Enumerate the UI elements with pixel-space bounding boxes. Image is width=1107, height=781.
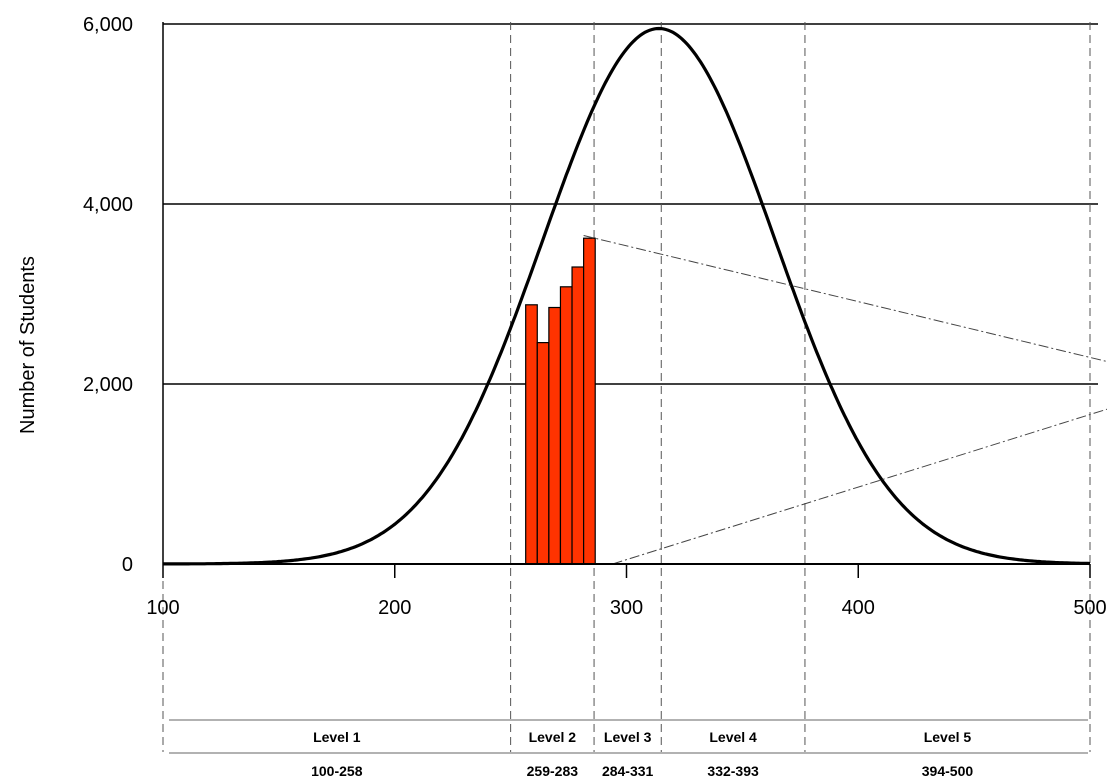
x-tick-label: 500 <box>1073 597 1106 619</box>
x-tick-label: 200 <box>378 597 411 619</box>
normal-curve <box>163 26 1091 566</box>
zoom-lines <box>583 235 1107 565</box>
gridlines <box>162 22 1098 752</box>
level-label: Level 4 <box>709 729 757 745</box>
histogram-bar <box>559 286 573 565</box>
histogram-bars <box>525 237 596 565</box>
level-table: Level 1 100-258 Level 2 259-283 Level 3 284-3… <box>169 719 1088 779</box>
level-range: 394-500 <box>922 763 974 779</box>
level-range: 100-258 <box>311 763 363 779</box>
axes: 0 2,000 4,000 6,000 100 200 300 400 500 <box>83 14 1107 619</box>
x-tick-label: 300 <box>610 597 643 619</box>
histogram-bar <box>536 342 550 565</box>
x-tick-label: 100 <box>146 597 179 619</box>
y-tick-label: 0 <box>122 554 133 576</box>
histogram-bar <box>548 306 562 565</box>
histogram-bar <box>583 237 596 565</box>
y-axis-label: Number of Students <box>17 256 39 434</box>
level-range: 259-283 <box>527 763 579 779</box>
zoom-line-lower <box>612 408 1107 565</box>
level-label: Level 2 <box>529 729 577 745</box>
level-label: Level 1 <box>313 729 361 745</box>
normal-curve-line <box>163 26 1091 566</box>
level-label: Level 5 <box>924 729 972 745</box>
histogram-bar <box>571 266 585 565</box>
y-tick-label: 6,000 <box>83 14 133 36</box>
level-label: Level 3 <box>604 729 652 745</box>
y-tick-label: 4,000 <box>83 194 133 216</box>
level-range: 284-331 <box>602 763 654 779</box>
histogram-bar <box>525 304 538 565</box>
zoom-line-upper <box>583 235 1107 362</box>
x-tick-label: 400 <box>842 597 875 619</box>
level-range: 332-393 <box>707 763 759 779</box>
y-tick-label: 2,000 <box>83 374 133 396</box>
